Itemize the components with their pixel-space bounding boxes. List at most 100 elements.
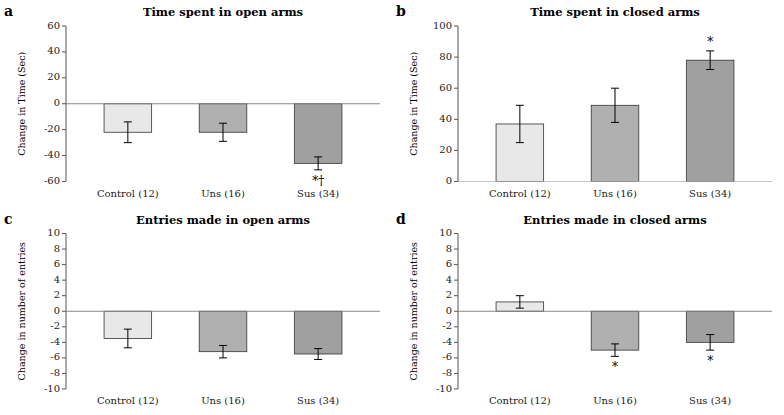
error-bar xyxy=(706,51,714,70)
y-tick xyxy=(454,357,458,358)
y-tick-label: 8 xyxy=(446,243,452,254)
y-tick xyxy=(454,264,458,265)
y-tick-label: 10 xyxy=(439,227,452,238)
figure: aTime spent in open armsChange in Time (… xyxy=(0,0,784,415)
y-tick-label: -10 xyxy=(44,383,60,394)
y-tick-label: 4 xyxy=(446,274,452,285)
zero-line xyxy=(66,103,380,104)
y-tick-label: -8 xyxy=(442,367,452,378)
y-tick-label: -6 xyxy=(50,351,60,362)
bar xyxy=(591,311,639,350)
y-tick xyxy=(62,129,66,130)
annotation: *† xyxy=(312,174,324,188)
y-tick-label: -4 xyxy=(442,336,452,347)
error-cap xyxy=(219,141,227,142)
y-tick-label: -60 xyxy=(44,175,60,186)
error-cap xyxy=(219,123,227,124)
y-tick xyxy=(454,311,458,312)
plot-area xyxy=(66,311,380,359)
error-bar xyxy=(314,157,322,170)
annotation: * xyxy=(707,354,713,368)
error-cap xyxy=(706,50,714,51)
error-bar xyxy=(219,123,227,141)
y-tick-label: 100 xyxy=(433,20,452,31)
zero-line xyxy=(458,311,772,312)
error-cap xyxy=(706,350,714,351)
error-bar xyxy=(516,105,524,142)
y-axis-line xyxy=(458,26,459,182)
error-cap xyxy=(124,142,132,143)
error-stem xyxy=(223,123,224,141)
y-tick-label: -2 xyxy=(442,320,452,331)
y-tick xyxy=(454,342,458,343)
y-tick xyxy=(454,389,458,390)
error-cap xyxy=(611,88,619,89)
y-tick xyxy=(62,342,66,343)
y-tick-label: 6 xyxy=(54,258,60,269)
y-tick-label: -4 xyxy=(50,336,60,347)
y-tick-label: -10 xyxy=(436,383,452,394)
error-cap xyxy=(314,359,322,360)
title: Entries made in closed arms xyxy=(523,213,706,227)
error-cap xyxy=(516,295,524,296)
y-tick-label: -8 xyxy=(50,367,60,378)
error-cap xyxy=(516,308,524,309)
y-tick xyxy=(62,373,66,374)
panel: dEntries made in closed armsChange in nu… xyxy=(396,211,772,407)
y-tick xyxy=(454,26,458,27)
y-tick-label: -2 xyxy=(50,320,60,331)
error-stem xyxy=(127,122,128,143)
x-tick-label: Uns (16) xyxy=(593,188,637,199)
error-bar xyxy=(124,122,132,143)
plot-area xyxy=(66,104,380,170)
y-tick-label: 0 xyxy=(54,305,60,316)
y-tick-label: 80 xyxy=(439,51,452,62)
y-tick xyxy=(454,88,458,89)
error-cap xyxy=(219,357,227,358)
y-tick xyxy=(62,311,66,312)
bar xyxy=(199,311,247,351)
error-cap xyxy=(516,105,524,106)
error-bar xyxy=(516,296,524,308)
error-bar xyxy=(611,88,619,122)
x-tick-label: Control (12) xyxy=(489,188,551,199)
y-tick-label: 4 xyxy=(54,274,60,285)
x-tick-label: Sus (34) xyxy=(297,188,339,199)
y-tick-label: 60 xyxy=(47,20,60,31)
y-tick xyxy=(62,295,66,296)
error-stem xyxy=(318,349,319,360)
error-cap xyxy=(124,121,132,122)
y-tick xyxy=(454,181,458,182)
y-axis-label: Change in Time (Sec) xyxy=(408,52,419,156)
y-tick-label: 60 xyxy=(439,82,452,93)
panel-label: c xyxy=(4,211,13,227)
zero-line xyxy=(66,311,380,312)
error-stem xyxy=(615,344,616,356)
y-tick xyxy=(454,326,458,327)
error-cap xyxy=(124,329,132,330)
y-tick-label: 2 xyxy=(54,289,60,300)
y-tick xyxy=(454,150,458,151)
y-tick-label: -20 xyxy=(44,123,60,134)
y-tick-label: 8 xyxy=(54,243,60,254)
y-tick xyxy=(454,119,458,120)
panel-label: a xyxy=(4,3,13,19)
y-tick-label: 40 xyxy=(47,45,60,56)
error-stem xyxy=(519,105,520,142)
panel-label: d xyxy=(396,211,406,227)
y-tick-label: 0 xyxy=(54,97,60,108)
error-cap xyxy=(314,156,322,157)
annotation: * xyxy=(612,360,618,374)
error-bar xyxy=(706,335,714,351)
bar xyxy=(294,104,342,164)
x-tick-label: Control (12) xyxy=(97,188,159,199)
y-tick xyxy=(454,249,458,250)
title: Entries made in open arms xyxy=(136,213,310,227)
y-tick-label: 10 xyxy=(47,227,60,238)
y-tick xyxy=(62,264,66,265)
error-cap xyxy=(706,69,714,70)
error-bar xyxy=(219,345,227,357)
y-tick xyxy=(62,326,66,327)
error-cap xyxy=(314,169,322,170)
y-tick xyxy=(62,51,66,52)
